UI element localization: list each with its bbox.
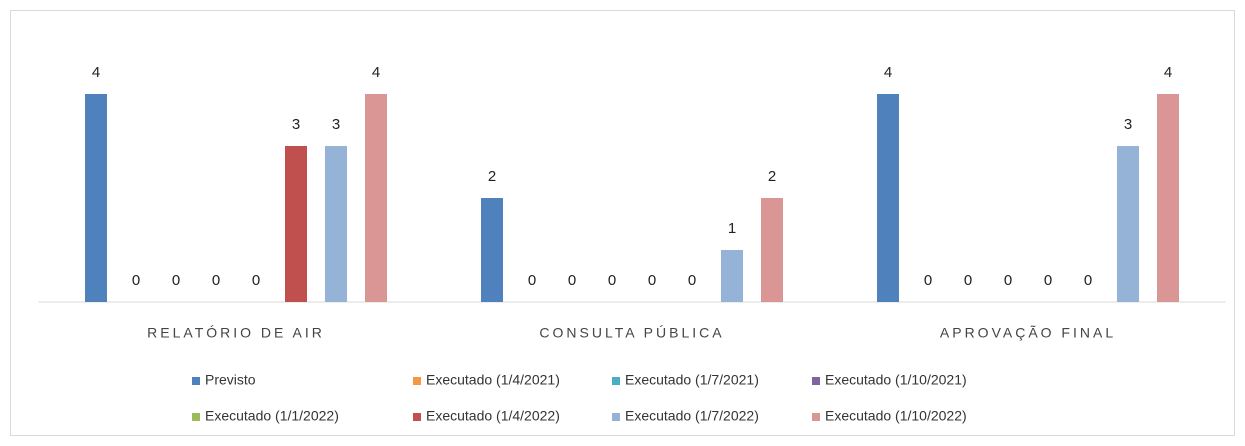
bar: [1117, 146, 1139, 302]
legend-swatch: [612, 377, 620, 385]
legend-label: Executado (1/7/2022): [625, 408, 759, 424]
data-label: 0: [132, 272, 140, 289]
data-label: 3: [1124, 116, 1132, 133]
legend-swatch: [812, 413, 820, 421]
legend-label: Executado (1/4/2021): [426, 372, 560, 388]
legend-swatch: [192, 377, 200, 385]
legend-swatch: [612, 413, 620, 421]
data-label: 0: [608, 272, 616, 289]
legend-label: Executado (1/10/2022): [825, 408, 967, 424]
data-label: 0: [252, 272, 260, 289]
data-label: 4: [372, 64, 380, 81]
data-label: 0: [568, 272, 576, 289]
data-label: 0: [1084, 272, 1092, 289]
data-label: 4: [1164, 64, 1172, 81]
bar: [285, 146, 307, 302]
bar: [1157, 94, 1179, 302]
legend-label: Executado (1/1/2022): [205, 408, 339, 424]
legend-label: Executado (1/10/2021): [825, 372, 967, 388]
legend-label: Executado (1/4/2022): [426, 408, 560, 424]
chart-border: [10, 10, 1235, 436]
legend-swatch: [192, 413, 200, 421]
bar: [877, 94, 899, 302]
x-tick-label: RELATÓRIO DE AIR: [147, 325, 325, 341]
legend-swatch: [413, 377, 421, 385]
data-label: 3: [332, 116, 340, 133]
data-label: 2: [488, 168, 496, 185]
data-label: 0: [172, 272, 180, 289]
data-label: 0: [964, 272, 972, 289]
data-label: 0: [688, 272, 696, 289]
data-label: 0: [924, 272, 932, 289]
data-label: 0: [1004, 272, 1012, 289]
bar: [365, 94, 387, 302]
data-label: 2: [768, 168, 776, 185]
legend-swatch: [413, 413, 421, 421]
x-tick-label: APROVAÇÃO FINAL: [940, 325, 1116, 341]
bar: [481, 198, 503, 302]
data-label: 0: [648, 272, 656, 289]
data-label: 1: [728, 220, 736, 237]
data-label: 0: [528, 272, 536, 289]
data-label: 4: [92, 64, 100, 81]
data-label: 4: [884, 64, 892, 81]
data-label: 0: [1044, 272, 1052, 289]
bar: [761, 198, 783, 302]
bar: [721, 250, 743, 302]
legend-swatch: [812, 377, 820, 385]
bar: [325, 146, 347, 302]
legend-label: Previsto: [205, 372, 256, 388]
data-label: 3: [292, 116, 300, 133]
bar: [85, 94, 107, 302]
data-label: 0: [212, 272, 220, 289]
x-tick-label: CONSULTA PÚBLICA: [539, 325, 724, 341]
legend-label: Executado (1/7/2021): [625, 372, 759, 388]
